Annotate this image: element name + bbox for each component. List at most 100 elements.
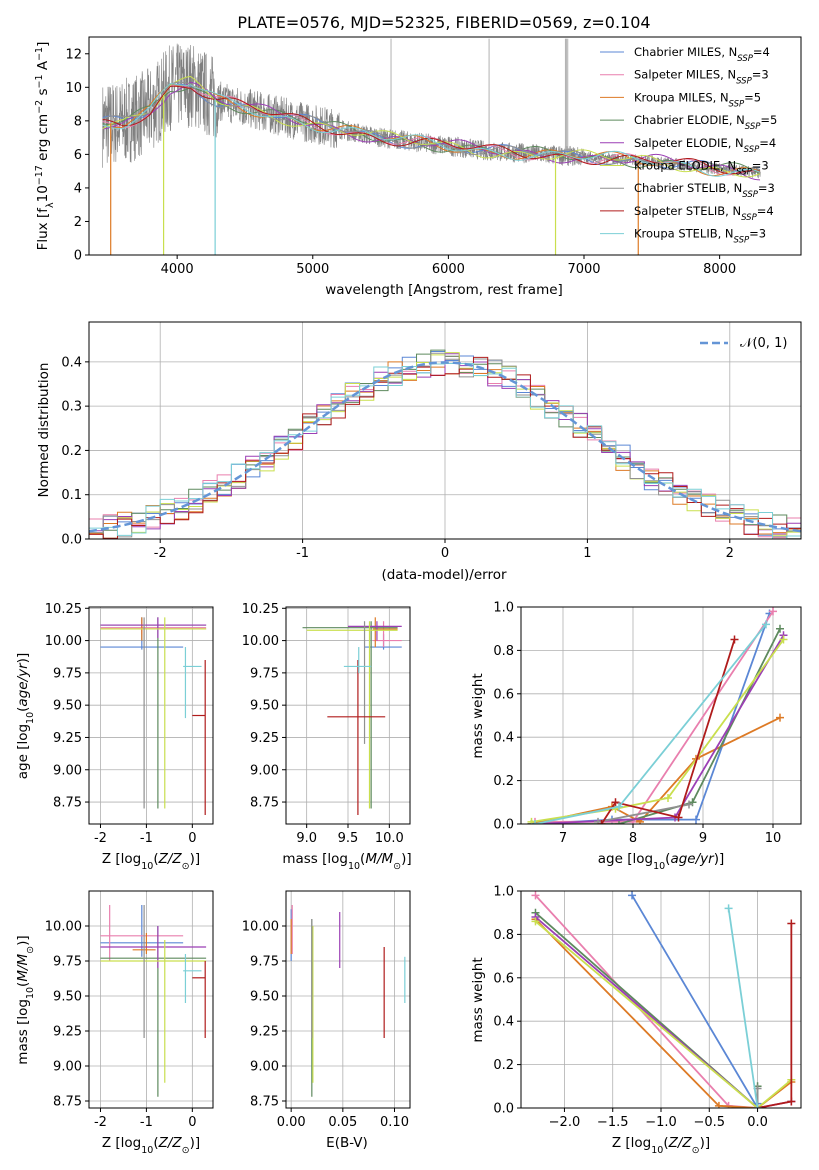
errorbar-kroupa-elodie bbox=[100, 940, 207, 1083]
series-kroupa-elodie bbox=[527, 635, 788, 824]
panel-mass-vs-Z: -2 -1 0 8.75 9.00 9.25 9.50 9.75 10.00 Z [log10(Z… bbox=[15, 890, 214, 1156]
series-salpeter-elodie bbox=[531, 631, 788, 824]
x-tick-label: -2 bbox=[154, 546, 167, 561]
series-point bbox=[714, 1101, 723, 1108]
y-tick-label: 9.50 bbox=[250, 990, 279, 1005]
errorbar-kroupa-elodie bbox=[306, 621, 398, 809]
series-point bbox=[527, 817, 536, 824]
y-tick-label: 10.00 bbox=[242, 920, 279, 935]
x-axis-label: Z [log10(Z/Z⊙)] bbox=[612, 1135, 710, 1156]
legend-label: Salpeter ELODIE, NSSP=4 bbox=[634, 136, 776, 155]
x-tick-label: 0.05 bbox=[328, 1115, 357, 1130]
series-point bbox=[597, 820, 606, 824]
plot-area bbox=[89, 349, 801, 539]
series-point bbox=[779, 635, 788, 644]
series-point bbox=[611, 798, 620, 807]
model-spectrum-salpeter-stelib bbox=[102, 85, 761, 175]
series-point bbox=[769, 607, 777, 616]
y-tick-label: 9.00 bbox=[53, 763, 82, 778]
x-tick-label: 9.5 bbox=[338, 831, 359, 846]
errorbar-chabrier-elodie bbox=[100, 926, 207, 1097]
model-spectrum-salpeter-elodie bbox=[102, 81, 761, 181]
y-tick-label: 6 bbox=[74, 148, 82, 163]
normal-curve bbox=[89, 361, 801, 533]
series-line bbox=[597, 803, 690, 823]
x-axis-label: Z [log10(Z/Z⊙)] bbox=[102, 1135, 200, 1156]
histogram-chabrier-stelib bbox=[89, 352, 801, 539]
y-tick-label: 10.25 bbox=[45, 602, 82, 617]
errorbar-salpeter-miles bbox=[372, 621, 402, 648]
x-tick-label: -1 bbox=[140, 831, 153, 846]
y-axis-label: mass weight bbox=[470, 673, 486, 758]
x-axis-label: Z [log10(Z/Z⊙)] bbox=[102, 851, 200, 872]
y-tick-label: 0.3 bbox=[61, 400, 82, 415]
y-tick-label: 10.00 bbox=[242, 634, 279, 649]
series-point bbox=[685, 800, 693, 809]
y-axis-label: mass weight bbox=[470, 957, 486, 1042]
errorbar-salpeter-elodie bbox=[348, 621, 402, 641]
x-tick-label: -1 bbox=[140, 1115, 153, 1130]
plot-area bbox=[302, 617, 402, 815]
x-axis-label: age [log10(age/yr)] bbox=[598, 851, 724, 872]
series-line bbox=[534, 634, 785, 824]
series-point bbox=[776, 713, 784, 722]
y-tick-label: 8.75 bbox=[53, 1095, 82, 1110]
x-tick-label: 10.0 bbox=[375, 831, 404, 846]
axes-frame bbox=[520, 606, 802, 825]
model-spectrum-kroupa-stelib bbox=[102, 83, 761, 177]
errorbar-chabrier-miles bbox=[100, 905, 184, 957]
errorbar-kroupa-stelib bbox=[343, 647, 372, 673]
x-tick-label: 9 bbox=[699, 831, 707, 846]
chart-title: PLATE=0576, MJD=52325, FIBERID=0569, z=0… bbox=[237, 13, 650, 32]
axes-frame bbox=[88, 36, 802, 256]
x-tick-label: 0 bbox=[188, 831, 196, 846]
series-line bbox=[757, 923, 793, 1108]
legend: Chabrier MILES, NSSP=4 Salpeter MILES, NS… bbox=[600, 45, 777, 246]
series-line bbox=[534, 920, 792, 1108]
y-tick-label: 1.0 bbox=[493, 885, 514, 900]
x-tick-label: -2 bbox=[94, 831, 107, 846]
y-tick-label: 9.75 bbox=[53, 666, 82, 681]
y-axis-label: Flux [fλ10−17 erg cm−2 s−1 A−1] bbox=[34, 42, 56, 251]
x-tick-label: 1 bbox=[583, 546, 591, 561]
panel-residuals: -2 -1 0 1 2 0.0 0.1 0.2 0.3 0.4 (data-model)/error… bbox=[36, 321, 802, 583]
series-point bbox=[664, 793, 672, 802]
series-point bbox=[762, 620, 770, 629]
series-line bbox=[600, 639, 736, 824]
model-spectrum-kroupa-elodie bbox=[102, 76, 761, 178]
errorbar-salpeter-stelib bbox=[192, 961, 206, 1038]
legend-label: Kroupa ELODIE, NSSP=3 bbox=[634, 159, 769, 178]
legend-label: 𝒩(0, 1) bbox=[740, 336, 787, 351]
series-point bbox=[531, 891, 540, 900]
y-tick-label: 8.75 bbox=[53, 796, 82, 811]
x-tick-label: 2 bbox=[726, 546, 734, 561]
series-kroupa-stelib bbox=[531, 620, 770, 824]
y-tick-label: 0.2 bbox=[61, 444, 82, 459]
x-tick-label: −1.0 bbox=[645, 1115, 677, 1130]
errorbar-salpeter-stelib bbox=[192, 659, 206, 815]
y-tick-label: 1.0 bbox=[493, 601, 514, 616]
axes-frame bbox=[88, 606, 214, 825]
x-tick-label: −2.0 bbox=[549, 1115, 581, 1130]
errorbar-chabrier-elodie bbox=[100, 617, 207, 809]
y-tick-label: 8 bbox=[74, 114, 82, 129]
y-tick-label: 8.75 bbox=[250, 796, 279, 811]
y-tick-label: 10.25 bbox=[242, 602, 279, 617]
y-tick-label: 0.0 bbox=[493, 1102, 514, 1117]
panel-age-vs-mass: 9.0 9.5 10.0 8.75 9.00 9.25 9.50 9.75 10.00 10.25… bbox=[242, 602, 412, 872]
y-tick-label: 9.75 bbox=[53, 955, 82, 970]
series-point bbox=[692, 815, 700, 824]
x-tick-label: 4000 bbox=[161, 262, 194, 277]
series-point bbox=[628, 891, 637, 900]
y-tick-label: 0 bbox=[74, 249, 82, 264]
x-axis-label: (data-model)/error bbox=[381, 567, 507, 583]
y-tick-label: 9.00 bbox=[250, 1060, 279, 1075]
y-tick-label: 0.0 bbox=[493, 818, 514, 833]
y-tick-label: 10 bbox=[65, 81, 82, 96]
y-tick-label: 9.75 bbox=[250, 955, 279, 970]
x-tick-label: 10 bbox=[765, 831, 782, 846]
series-point bbox=[787, 919, 796, 928]
series-point bbox=[776, 624, 784, 633]
y-tick-label: 2 bbox=[74, 215, 82, 230]
